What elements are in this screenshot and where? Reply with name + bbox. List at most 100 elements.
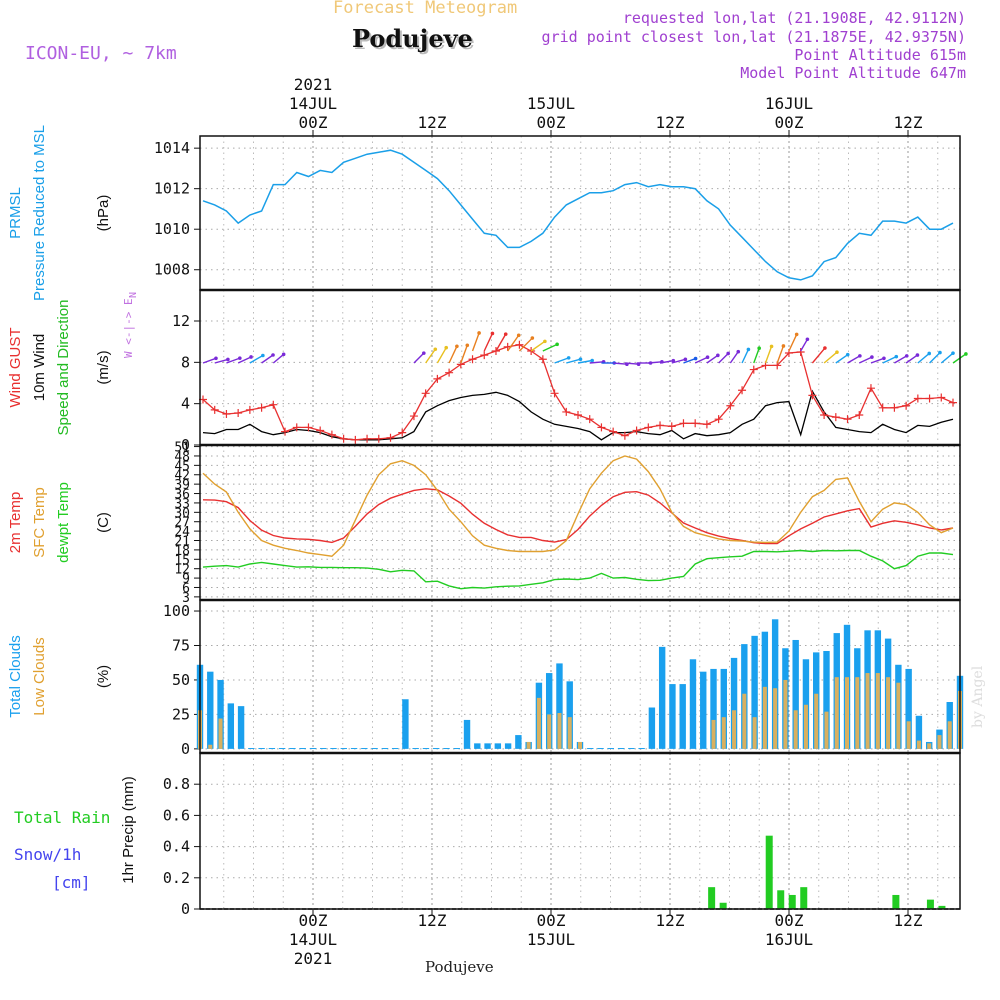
total-cloud-bar xyxy=(350,748,358,750)
wind-direction-arrow xyxy=(202,357,217,364)
wind-direction-arrow xyxy=(823,351,838,364)
wind-arrow-head xyxy=(757,346,761,350)
wind-arrow-head xyxy=(705,355,710,360)
total-cloud-bar xyxy=(361,748,368,750)
total-cloud-bar xyxy=(217,679,224,749)
compass-n: N xyxy=(128,292,139,298)
wind-arrow-head xyxy=(578,357,583,361)
rain-bar xyxy=(777,890,785,909)
wind-arrow-head xyxy=(530,336,535,340)
wind-direction-arrow xyxy=(413,352,425,364)
wind-direction-arrow xyxy=(753,347,760,364)
wind-direction-arrow xyxy=(530,340,546,352)
wind-direction-arrow xyxy=(706,354,719,364)
wind-arrow-head xyxy=(904,354,909,358)
wind-direction-arrow xyxy=(237,356,252,364)
ytick-label: 0.6 xyxy=(163,806,190,824)
low-cloud-bar xyxy=(834,677,839,749)
total-cloud-bar xyxy=(494,743,502,749)
gust-marker xyxy=(245,405,254,414)
ytick-label: 42 xyxy=(174,469,190,484)
credit-watermark: by Angel xyxy=(970,665,986,728)
wind-arrow-head xyxy=(422,351,426,355)
total-cloud-bar xyxy=(566,681,573,749)
gust-marker xyxy=(808,391,817,400)
total-cloud-bar xyxy=(669,684,676,749)
gust-marker xyxy=(480,351,489,360)
gust-marker xyxy=(374,434,383,443)
total-cloud-bar xyxy=(689,659,697,749)
ytick-label: 3 xyxy=(182,591,190,606)
wind-arrow-head xyxy=(769,344,774,349)
total-cloud-bar xyxy=(289,748,296,750)
wind-arrow-head xyxy=(444,345,449,350)
gust-marker xyxy=(667,422,676,431)
wind-direction-arrow xyxy=(905,354,918,364)
total-cloud-bar xyxy=(299,748,306,750)
low-cloud-bar xyxy=(803,704,808,749)
gust-marker xyxy=(327,430,336,439)
gust-marker xyxy=(937,393,946,402)
rain-label: Total Rain xyxy=(14,808,110,827)
wind-direction-arrow xyxy=(683,357,696,364)
ytick-label: 27 xyxy=(174,516,190,531)
gust-marker xyxy=(316,426,325,435)
total-cloud-bar xyxy=(597,748,604,750)
low-cloud-bar xyxy=(927,743,932,749)
total-cloud-bar xyxy=(433,748,440,750)
wind-arrow-head xyxy=(746,347,751,352)
total-cloud-bar xyxy=(443,748,450,750)
top-time-label: 15JUL xyxy=(527,94,575,113)
side-label: dewpt Temp xyxy=(55,482,72,563)
wind-direction-arrow xyxy=(929,352,941,364)
bottom-time-label: 00Z xyxy=(775,911,804,930)
ytick-label: 0 xyxy=(181,900,190,918)
low-cloud-bar xyxy=(578,741,582,749)
side-label: Pressure Reduced to MSL xyxy=(31,125,48,301)
wind-arrow-head xyxy=(683,357,688,362)
gust-marker xyxy=(749,365,758,374)
ytick-label: 1014 xyxy=(154,139,190,157)
wind-direction-arrow xyxy=(764,346,773,364)
low-cloud-bar xyxy=(783,679,788,749)
wind-direction-arrow xyxy=(460,345,468,364)
wind-arrow-head xyxy=(693,356,698,361)
gust-marker xyxy=(585,415,594,424)
gust-marker xyxy=(281,427,290,436)
ytick-label: 18 xyxy=(174,544,190,559)
bottom-time-label: 2021 xyxy=(294,949,333,968)
gust-marker xyxy=(386,433,395,442)
side-label: SFC Temp xyxy=(31,487,48,558)
model-label: ICON-EU, ~ 7km xyxy=(25,43,177,64)
ytick-label: 50 xyxy=(172,671,190,689)
ytick-label: 21 xyxy=(174,535,190,550)
wind-direction-arrow xyxy=(554,357,569,364)
total-cloud-bar xyxy=(648,707,656,749)
panel-frame xyxy=(199,135,961,291)
total-cloud-bar xyxy=(474,743,481,749)
total-cloud-bar xyxy=(330,748,337,750)
ytick-label: 24 xyxy=(174,525,190,540)
gust-marker xyxy=(304,423,313,432)
wind-arrow-head xyxy=(238,356,242,360)
wind-direction-arrow xyxy=(507,334,520,352)
wind-arrow-head xyxy=(590,358,594,363)
ytick-label: 25 xyxy=(172,705,190,723)
wind-direction-arrow xyxy=(624,362,639,365)
wind-arrow-head xyxy=(433,347,438,352)
wind-direction-arrow xyxy=(542,343,558,352)
gust-marker xyxy=(878,403,887,412)
requested-coords: requested lon,lat (21.1908E, 42.9112N) xyxy=(622,9,966,27)
wind-speed-line xyxy=(202,389,954,441)
gust-marker xyxy=(644,423,653,432)
wind-direction-arrow xyxy=(589,361,604,364)
ytick-label: 45 xyxy=(174,459,190,474)
wind-direction-arrow xyxy=(788,334,798,352)
total-cloud-bar xyxy=(309,748,317,750)
wind-direction-arrow xyxy=(577,359,593,364)
side-label: Speed and Direction xyxy=(55,300,72,436)
wind-arrow-head xyxy=(490,331,495,336)
ytick-label: 33 xyxy=(174,497,190,512)
gust-marker xyxy=(691,419,700,428)
